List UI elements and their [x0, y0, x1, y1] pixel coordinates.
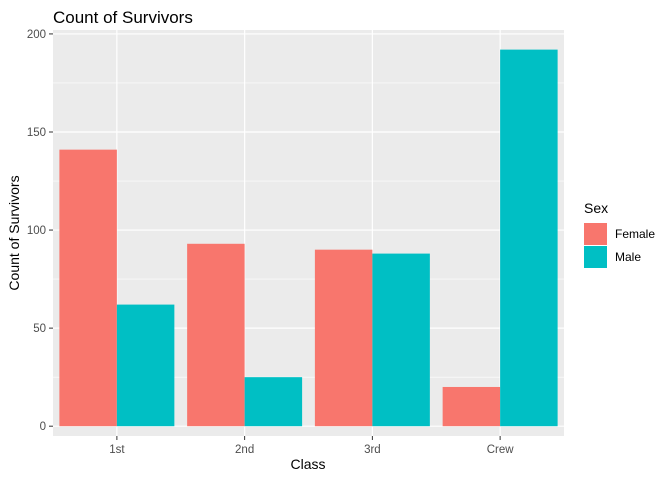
- bar-female-crew: [442, 386, 501, 427]
- y-tick-label: 100: [27, 225, 46, 237]
- legend: Sex Female Male: [584, 200, 655, 268]
- bar-female-2nd: [187, 243, 245, 427]
- legend-key-male: [584, 246, 607, 268]
- bar-male-3rd: [372, 253, 430, 427]
- x-tick-label: 2nd: [235, 444, 254, 456]
- y-axis-title: Count of Survivors: [6, 175, 22, 290]
- y-axis-ticks: 0 50 100 150 200: [27, 29, 53, 433]
- bar-male-crew: [500, 49, 558, 427]
- legend-title: Sex: [584, 200, 608, 216]
- legend-label-female: Female: [615, 227, 655, 241]
- x-tick-label: Crew: [487, 444, 515, 456]
- chart-title: Count of Survivors: [53, 8, 193, 27]
- bar-female-1st: [59, 149, 117, 427]
- bar-male-1st: [116, 304, 175, 427]
- legend-label-male: Male: [615, 250, 641, 264]
- bars: [59, 49, 558, 427]
- x-tick-label: 3rd: [364, 444, 381, 456]
- y-tick-label: 0: [40, 421, 46, 433]
- bar-female-3rd: [314, 249, 373, 427]
- y-tick-label: 200: [27, 29, 46, 41]
- legend-key-female: [584, 223, 607, 245]
- x-tick-label: 1st: [109, 444, 125, 456]
- bar-male-2nd: [244, 377, 303, 427]
- x-axis-title: Class: [290, 456, 325, 472]
- y-tick-label: 150: [27, 127, 46, 139]
- y-tick-label: 50: [33, 323, 46, 335]
- x-axis-ticks: 1st 2nd 3rd Crew: [109, 436, 514, 456]
